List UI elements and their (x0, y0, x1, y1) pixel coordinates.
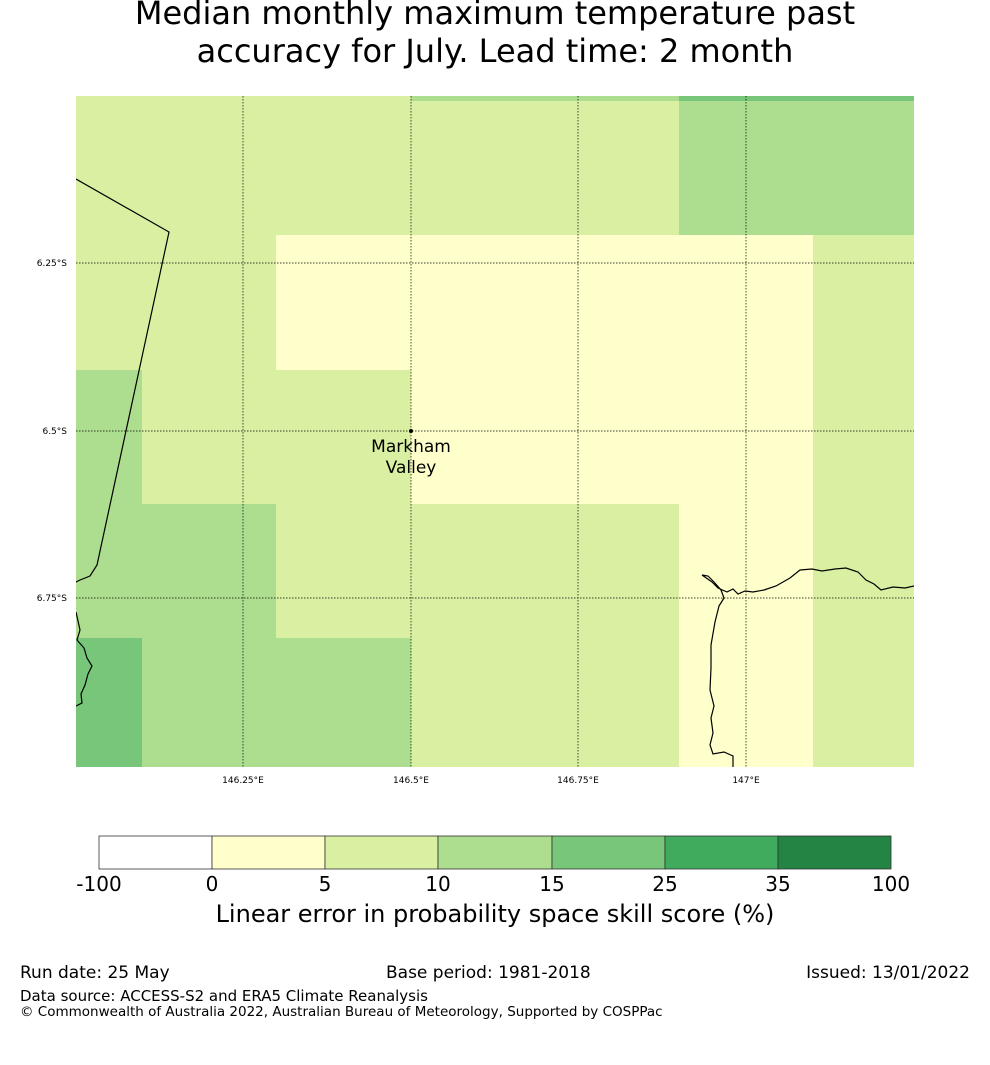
province-boundary (76, 178, 170, 583)
cell-sw-mid (276, 638, 411, 767)
base-period: Base period: 1981-2018 (386, 963, 591, 983)
colorbar-segment-6 (664, 835, 779, 870)
lat-label-6-75: 6.75°S (37, 594, 68, 604)
colorbar-segment-2 (211, 835, 326, 870)
colorbar-label: Linear error in probability space skill … (215, 900, 775, 928)
grid-cells (76, 96, 914, 767)
cell-ne (679, 96, 914, 235)
markham-valley-dot (409, 429, 413, 433)
colorbar-tick-5: 15 (539, 872, 564, 896)
lon-label-146-25: 146.25°E (222, 776, 264, 786)
run-date: Run date: 25 May (20, 963, 170, 983)
cell-sw-corner (76, 638, 142, 767)
boundaries (76, 178, 914, 767)
map-title: Median monthly maximum temperature past … (0, 0, 990, 70)
cell-west-strip (76, 370, 142, 504)
cell-top-strip-a (411, 96, 679, 101)
colorbar-segment-7 (777, 835, 892, 870)
location-name-line-2: Valley (386, 458, 437, 478)
colorbar-tick-3: 5 (319, 872, 332, 896)
colorbar-segment-1 (98, 835, 213, 870)
lon-label-146-75: 146.75°E (557, 776, 599, 786)
cell-top-strip-b (679, 96, 914, 101)
lat-label-6-25: 6.25°S (37, 259, 68, 269)
title-line-1: Median monthly maximum temperature past (134, 0, 856, 32)
data-source: Data source: ACCESS-S2 and ERA5 Climate … (20, 987, 428, 1005)
issued-date: Issued: 13/01/2022 (806, 963, 970, 983)
lat-label-6-5: 6.5°S (42, 427, 67, 437)
copyright: © Commonwealth of Australia 2022, Austra… (20, 1004, 663, 1020)
colorbar-segment-3 (324, 835, 439, 870)
colorbar-segment-5 (551, 835, 666, 870)
colorbar-tick-1: -100 (76, 872, 121, 896)
graticule (76, 96, 914, 767)
colorbar-tick-4: 10 (425, 872, 450, 896)
lon-label-147: 147°E (732, 776, 760, 786)
west-coastline (76, 611, 93, 707)
cell-center-a (276, 235, 813, 370)
colorbar-segment-4 (437, 835, 553, 870)
colorbar-tick-2: 0 (206, 872, 219, 896)
lon-label-146-5: 146.5°E (393, 776, 429, 786)
title-line-2: accuracy for July. Lead time: 2 month (196, 32, 794, 70)
cell-center-b (411, 370, 813, 504)
colorbar-tick-7: 35 (765, 872, 790, 896)
colorbar-tick-6: 25 (652, 872, 677, 896)
colorbar-tick-8: 100 (872, 872, 910, 896)
colorbar (98, 835, 892, 870)
river-coastline (701, 567, 914, 767)
location-name-line-1: Markham (371, 437, 451, 457)
colorbar-ticks: -100 0 5 10 15 25 35 100 (76, 872, 910, 896)
